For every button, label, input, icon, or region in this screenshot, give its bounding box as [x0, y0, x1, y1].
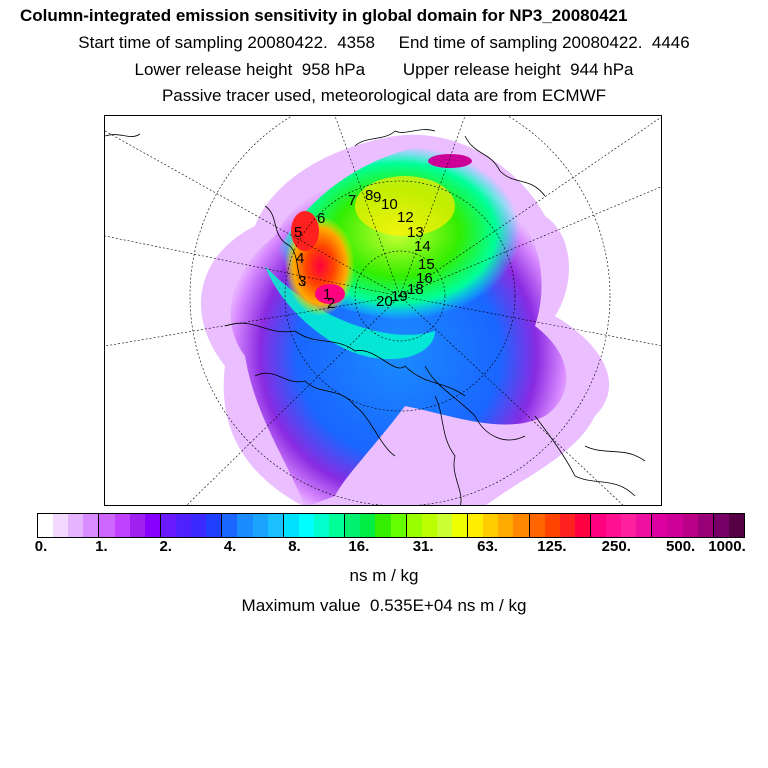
map-canvas: 1 2 3 4 5 6 7 8 9 10 12 13 14 15 16 18 1… [105, 116, 661, 505]
colorbar-segment [144, 514, 160, 537]
colorbar-tick-label: 125. [537, 538, 567, 555]
colorbar-segment [98, 514, 115, 537]
colorbar-segment [544, 514, 560, 537]
trajectory-label: 13 [407, 224, 424, 241]
colorbar-segment [83, 514, 99, 537]
colorbar-segment [513, 514, 529, 537]
trajectory-label: 19 [391, 288, 408, 305]
colorbar-unit-label: ns m / kg [349, 566, 419, 585]
trajectory-label: 1 [323, 286, 331, 303]
trajectory-label: 14 [414, 238, 431, 255]
sampling-time-line: Start time of sampling 20080422. 4358 En… [78, 33, 690, 52]
colorbar-segment [252, 514, 268, 537]
colorbar-segment [375, 514, 391, 537]
colorbar-segment [298, 514, 314, 537]
colorbar-segment [451, 514, 468, 537]
colorbar-segment [697, 514, 713, 537]
colorbar-tick-label: 63. [477, 538, 498, 555]
colorbar-segment [559, 514, 575, 537]
colorbar-segment [175, 514, 192, 537]
maximum-value-label: Maximum value 0.535E+04 ns m / kg [241, 596, 527, 615]
colorbar-segment [498, 514, 514, 537]
colorbar-segment [114, 514, 130, 537]
colorbar [37, 513, 745, 538]
colorbar-segment [129, 514, 145, 537]
trajectory-label: 12 [397, 209, 414, 226]
sensitivity-cyan-band [265, 266, 435, 360]
sensitivity-hotspot-northeast [428, 154, 472, 168]
colorbar-segment [68, 514, 84, 537]
colorbar-segment [53, 514, 69, 537]
coastlines [105, 129, 646, 505]
sensitivity-hotspot-release [315, 284, 345, 304]
trajectory-label: 2 [327, 295, 335, 312]
trajectory-label: 9 [373, 189, 381, 206]
colorbar-tick-label: 0. [34, 538, 48, 555]
plot-title: Column-integrated emission sensitivity i… [20, 6, 628, 25]
graticule [105, 116, 661, 505]
colorbar-segment [390, 514, 406, 537]
trajectory-label: 20 [376, 293, 393, 310]
colorbar-segment [38, 514, 54, 537]
colorbar-segment [574, 514, 590, 537]
colorbar-tick-label: 1. [95, 538, 108, 555]
trajectory-label: 4 [296, 250, 304, 267]
trajectory-label: 3 [298, 273, 306, 290]
colorbar-tick-label: 2. [159, 538, 172, 555]
colorbar-segment [221, 514, 238, 537]
colorbar-segment [712, 514, 729, 537]
trajectory-label: 6 [317, 210, 325, 227]
colorbar-segment [329, 514, 345, 537]
trajectory-label: 8 [365, 187, 373, 204]
tracer-info-line: Passive tracer used, meteorological data… [161, 86, 607, 105]
colorbar-segment [421, 514, 437, 537]
colorbar-segment [282, 514, 299, 537]
trajectory-label: 16 [416, 270, 433, 287]
colorbar-segment [606, 514, 622, 537]
colorbar-tick-label: 16. [348, 538, 370, 555]
colorbar-segment [483, 514, 499, 537]
colorbar-segment [667, 514, 683, 537]
trajectory-label: 7 [348, 192, 356, 209]
colorbar-tick-label: 4. [223, 538, 237, 555]
colorbar-ticks: 0. 1. 2. 4. 8. 16. 31. 63. 125. 250. 500. 1000. [0, 538, 768, 558]
colorbar-segment [528, 514, 545, 537]
trajectory-label: 5 [294, 224, 302, 241]
colorbar-segment [191, 514, 207, 537]
colorbar-tick-label: 1000. [708, 538, 746, 555]
colorbar-tick-label: 500. [666, 538, 696, 555]
colorbar-segment [682, 514, 698, 537]
colorbar-segment [159, 514, 176, 537]
trajectory-label: 15 [418, 256, 435, 273]
colorbar-segment [636, 514, 652, 537]
colorbar-segment [206, 514, 222, 537]
colorbar-tick-label: 31. [412, 538, 434, 555]
trajectory-label: 10 [381, 196, 398, 213]
colorbar-tick-label: 250. [601, 538, 631, 555]
colorbar-segment [267, 514, 283, 537]
colorbar-segment [467, 514, 484, 537]
colorbar-segment [589, 514, 607, 537]
release-height-line: Lower release height 958 hPa Upper relea… [134, 60, 634, 79]
colorbar-segment [237, 514, 253, 537]
colorbar-segment [728, 514, 745, 537]
trajectory-labels: 1 2 3 4 5 6 7 8 9 10 12 13 14 15 16 18 1… [294, 187, 435, 312]
colorbar-segment [360, 514, 376, 537]
colorbar-segment [313, 514, 330, 537]
colorbar-tick-label: 8. [288, 538, 301, 555]
colorbar-segment [621, 514, 637, 537]
sensitivity-hotspot-north [355, 176, 455, 236]
colorbar-segment [405, 514, 422, 537]
trajectory-label: 18 [407, 281, 424, 298]
emission-sensitivity-map: 1 2 3 4 5 6 7 8 9 10 12 13 14 15 16 18 1… [104, 115, 662, 506]
colorbar-segment [344, 514, 361, 537]
colorbar-segment [436, 514, 452, 537]
colorbar-segment [651, 514, 668, 537]
